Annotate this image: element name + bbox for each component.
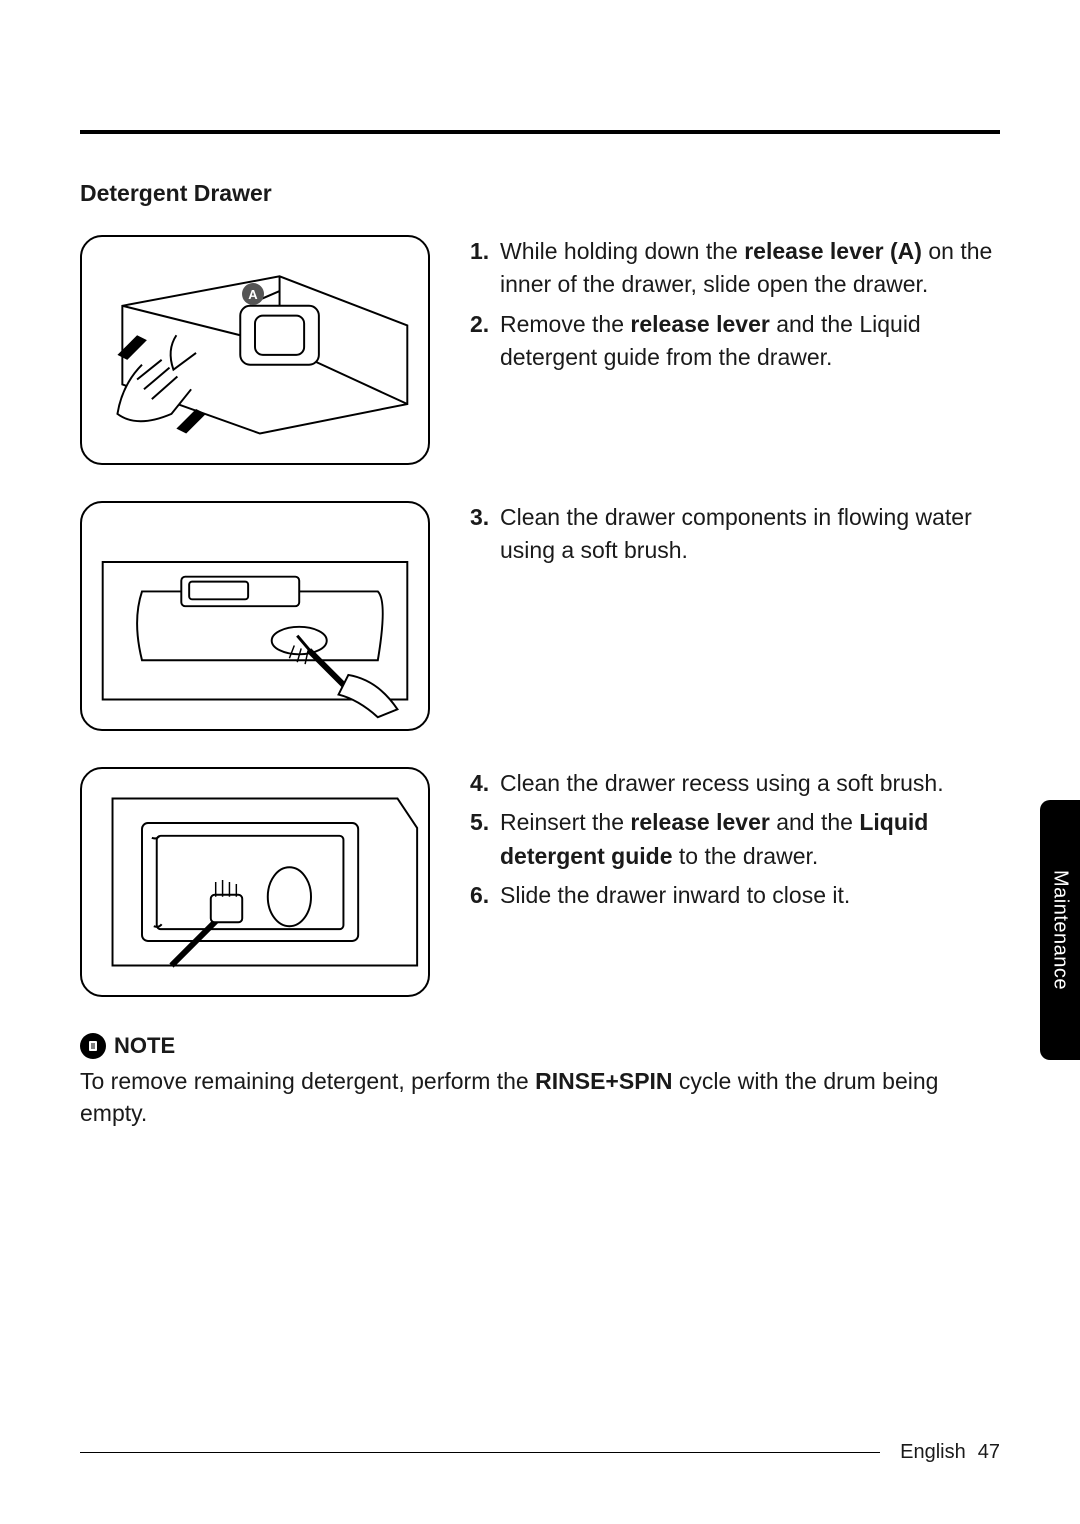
top-rule (80, 130, 1000, 134)
figure-1: A (80, 235, 430, 465)
side-tab: Maintenance (1040, 800, 1080, 1060)
step-2: 2. Remove the release lever and the Liqu… (470, 308, 1000, 375)
footer-rule (80, 1452, 880, 1453)
step-number: 2. (470, 308, 500, 375)
step-number: 5. (470, 806, 500, 873)
note-block: NOTE To remove remaining detergent, perf… (80, 1033, 1000, 1129)
side-tab-label: Maintenance (1049, 870, 1072, 990)
step-3: 3. Clean the drawer components in flowin… (470, 501, 1000, 568)
step-text: Remove the release lever and the Liquid … (500, 308, 1000, 375)
step-text: Clean the drawer components in flowing w… (500, 501, 1000, 568)
drawer-open-illustration (82, 237, 428, 463)
footer-language: English (900, 1441, 966, 1464)
footer-page-number: 47 (978, 1441, 1000, 1464)
step-5: 5. Reinsert the release lever and the Li… (470, 806, 1000, 873)
steps-4-6: 4. Clean the drawer recess using a soft … (470, 767, 1000, 918)
steps-1-2: 1. While holding down the release lever … (470, 235, 1000, 380)
step-6: 6. Slide the drawer inward to close it. (470, 879, 1000, 912)
label-a-marker: A (242, 283, 264, 305)
step-1: 1. While holding down the release lever … (470, 235, 1000, 302)
step-number: 6. (470, 879, 500, 912)
clean-recess-illustration (82, 769, 428, 995)
page-footer: English 47 (80, 1441, 1000, 1464)
step-number: 3. (470, 501, 500, 568)
step-4: 4. Clean the drawer recess using a soft … (470, 767, 1000, 800)
page-content: Detergent Drawer A (80, 130, 1000, 1129)
figure-2 (80, 501, 430, 731)
section-title: Detergent Drawer (80, 180, 1000, 207)
step-row-2: 3. Clean the drawer components in flowin… (80, 501, 1000, 731)
note-label-text: NOTE (114, 1033, 175, 1059)
figure-3 (80, 767, 430, 997)
step-text: Clean the drawer recess using a soft bru… (500, 767, 944, 800)
note-icon (80, 1033, 106, 1059)
note-label: NOTE (80, 1033, 1000, 1059)
step-number: 4. (470, 767, 500, 800)
steps-3: 3. Clean the drawer components in flowin… (470, 501, 1000, 574)
step-number: 1. (470, 235, 500, 302)
step-text: Slide the drawer inward to close it. (500, 879, 850, 912)
step-row-3: 4. Clean the drawer recess using a soft … (80, 767, 1000, 997)
step-text: Reinsert the release lever and the Liqui… (500, 806, 1000, 873)
note-text: To remove remaining detergent, perform t… (80, 1065, 1000, 1129)
step-text: While holding down the release lever (A)… (500, 235, 1000, 302)
clean-components-illustration (82, 503, 428, 729)
step-row-1: A (80, 235, 1000, 465)
